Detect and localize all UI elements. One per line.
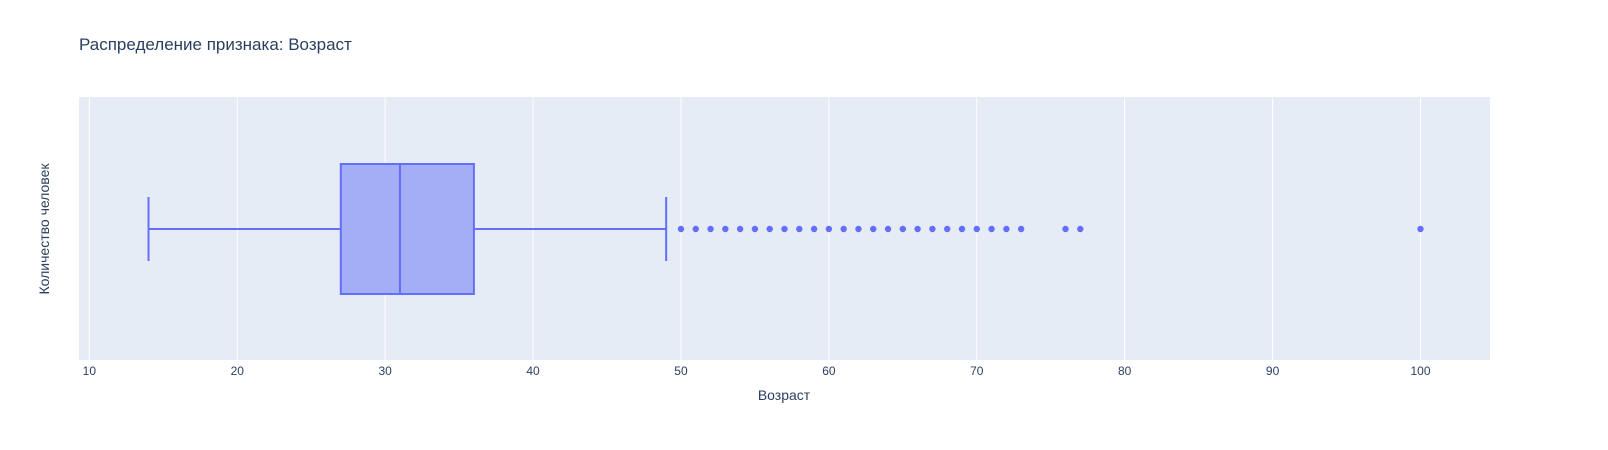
outlier-point-9: [810, 225, 818, 233]
x-tick-label-70: 70: [970, 364, 984, 378]
x-tick-label-100: 100: [1410, 364, 1430, 378]
interquartile-box: [339, 163, 475, 295]
chart-title: Распределение признака: Возраст: [79, 35, 352, 54]
outlier-point-2: [707, 225, 714, 233]
outlier-point-11: [840, 225, 847, 233]
outlier-point-7: [781, 225, 788, 233]
box-body: [339, 163, 475, 295]
outlier-point-3: [722, 225, 729, 233]
box-whiskers: [147, 197, 668, 261]
outlier-point-6: [766, 225, 773, 233]
outlier-point-1: [692, 225, 699, 233]
outlier-point-13: [870, 225, 877, 233]
outlier-point-21: [988, 225, 995, 233]
outlier-point-17: [929, 225, 936, 233]
y-axis-title: Количество человек: [36, 163, 52, 295]
x-tick-label-20: 20: [231, 364, 245, 378]
outlier-point-12: [855, 225, 862, 233]
x-tick-label-60: 60: [822, 364, 836, 378]
x-tick-label-80: 80: [1118, 364, 1132, 378]
outlier-point-26: [1417, 225, 1424, 233]
outlier-point-4: [736, 225, 744, 233]
outlier-point-5: [751, 225, 759, 233]
outlier-points: [677, 225, 1424, 233]
x-tick-label-50: 50: [674, 364, 688, 378]
outlier-point-10: [825, 225, 833, 233]
x-axis-ticks: 10 20 30 40 50 60 70 80 90 100: [83, 364, 1431, 378]
x-tick-label-30: 30: [378, 364, 392, 378]
outlier-point-24: [1062, 225, 1069, 233]
outlier-point-22: [1003, 225, 1010, 233]
outlier-point-8: [796, 225, 803, 233]
outlier-point-18: [943, 225, 951, 233]
outlier-point-0: [677, 225, 685, 233]
x-axis-title: Возраст: [758, 387, 811, 403]
outlier-point-20: [973, 225, 980, 233]
outlier-point-23: [1017, 225, 1025, 233]
outlier-point-15: [899, 225, 907, 233]
x-tick-label-90: 90: [1266, 364, 1280, 378]
outlier-point-19: [958, 225, 966, 233]
x-tick-label-10: 10: [83, 364, 97, 378]
outlier-point-16: [914, 225, 921, 233]
x-tick-label-40: 40: [526, 364, 540, 378]
outlier-point-14: [884, 225, 892, 233]
outlier-point-25: [1077, 225, 1084, 233]
